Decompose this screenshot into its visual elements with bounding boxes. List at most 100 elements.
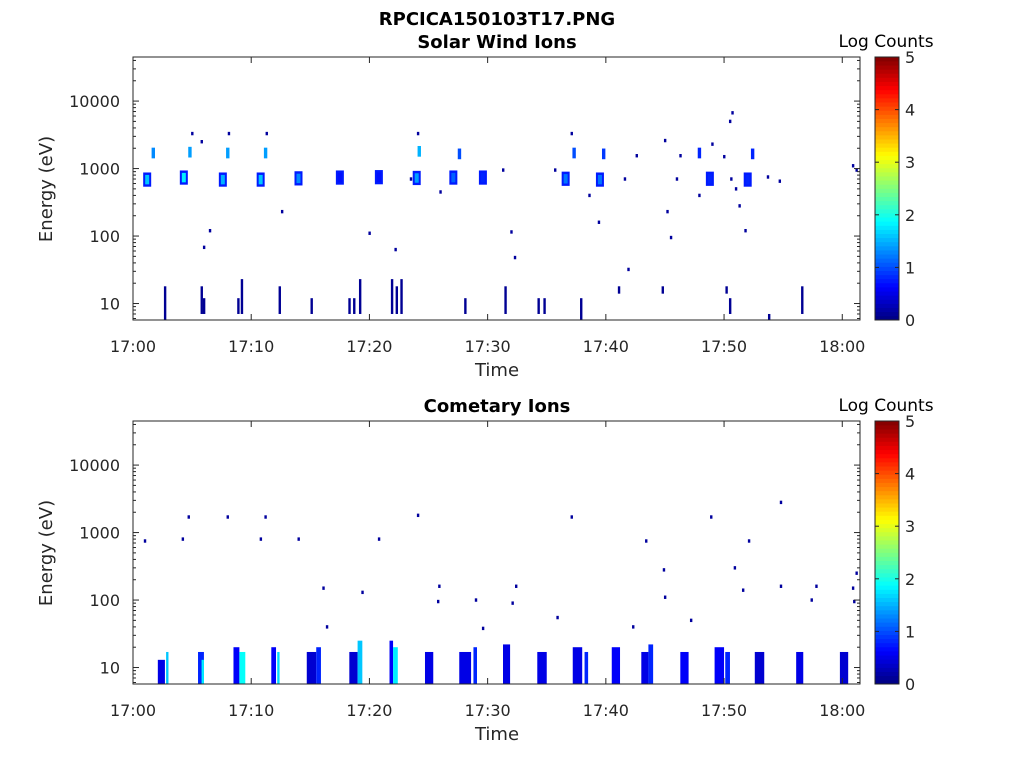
colorbar-segment xyxy=(875,593,899,599)
data-cell xyxy=(208,228,212,233)
data-cell xyxy=(738,204,741,208)
data-cell xyxy=(417,145,421,157)
colorbar-tick-label: 1 xyxy=(905,622,915,641)
colorbar-segment xyxy=(875,77,899,82)
colorbar-segment xyxy=(875,196,899,202)
data-cell xyxy=(663,138,667,143)
colorbar-segment xyxy=(875,81,899,87)
data-block xyxy=(680,651,689,684)
y-tick-label: 100 xyxy=(89,591,120,610)
data-streak xyxy=(390,279,394,314)
data-cell xyxy=(414,173,419,183)
data-block xyxy=(239,651,246,684)
colorbar-segment xyxy=(875,56,899,62)
colorbar-tick-label: 0 xyxy=(905,675,915,694)
colorbar-segment xyxy=(875,453,899,459)
data-streak xyxy=(767,313,771,320)
colorbar-frame xyxy=(874,56,900,321)
colorbar-segment xyxy=(875,659,899,664)
colorbar-segment xyxy=(875,663,899,668)
colorbar-segment xyxy=(875,85,899,91)
data-streak xyxy=(400,279,403,314)
x-tick-label: 17:40 xyxy=(583,701,629,720)
data-cell xyxy=(143,539,147,543)
data-cell xyxy=(510,230,513,234)
data-cell xyxy=(707,174,712,184)
data-cell xyxy=(675,177,679,181)
colorbar-segment xyxy=(875,572,899,578)
data-cell xyxy=(597,174,602,185)
data-cell xyxy=(258,174,263,185)
data-block xyxy=(198,651,204,684)
colorbar-segment xyxy=(875,511,899,516)
data-streak xyxy=(801,286,804,314)
colorbar-segment xyxy=(875,564,899,570)
colorbar-segment xyxy=(875,449,899,455)
data-block xyxy=(157,659,165,684)
data-cell xyxy=(645,539,648,543)
colorbar-segment xyxy=(875,490,899,496)
colorbar-segment xyxy=(875,646,899,652)
solar-wind-y-ticks: 10 100 1000 10000 xyxy=(69,59,860,319)
data-cell xyxy=(187,515,190,519)
solar-wind-colorbar: 0 1 2 3 4 5 xyxy=(874,48,915,330)
data-block xyxy=(349,651,358,684)
data-block xyxy=(537,651,547,684)
data-cell xyxy=(745,174,750,185)
colorbar-segment xyxy=(875,216,899,222)
colorbar-segment xyxy=(875,64,899,70)
data-cell xyxy=(280,209,284,214)
colorbar-segment xyxy=(875,498,899,504)
data-block xyxy=(584,651,589,684)
colorbar-segment xyxy=(875,597,899,603)
data-cell xyxy=(191,131,194,136)
figure-title: RPCICA150103T17.PNG xyxy=(379,9,615,30)
data-cell xyxy=(666,209,669,214)
colorbar-segment xyxy=(875,638,899,644)
colorbar-segment xyxy=(875,282,899,288)
data-cell xyxy=(181,172,186,183)
data-cell xyxy=(438,584,441,588)
y-tick-label: 10000 xyxy=(69,456,120,475)
y-tick-label: 1000 xyxy=(79,160,120,179)
data-cell xyxy=(779,500,783,505)
data-block xyxy=(424,651,434,684)
x-tick-label: 17:00 xyxy=(110,337,156,356)
data-cell xyxy=(416,513,420,518)
data-cell xyxy=(325,625,329,629)
data-cell xyxy=(511,601,514,605)
plot-background xyxy=(133,421,860,684)
y-tick-label: 100 xyxy=(89,227,120,246)
data-cell xyxy=(815,584,818,588)
x-tick-label: 17:30 xyxy=(465,337,511,356)
colorbar-segment xyxy=(875,290,899,296)
colorbar-segment xyxy=(875,101,899,107)
data-cell xyxy=(377,537,381,541)
colorbar-segment xyxy=(875,457,899,463)
data-streak xyxy=(725,286,728,294)
colorbar-segment xyxy=(875,589,899,594)
data-cell xyxy=(439,190,442,194)
colorbar-segment xyxy=(875,221,899,226)
data-cell xyxy=(627,267,630,272)
data-streak xyxy=(348,298,351,314)
data-cell xyxy=(723,154,726,159)
colorbar-segment xyxy=(875,114,899,119)
data-cell xyxy=(263,147,268,159)
colorbar-segment xyxy=(875,461,899,467)
colorbar-segment xyxy=(875,184,899,189)
solar-wind-title: Solar Wind Ions xyxy=(417,32,576,53)
data-cell xyxy=(151,147,155,159)
data-cell xyxy=(689,618,693,623)
data-cell xyxy=(779,584,783,588)
colorbar-segment xyxy=(875,73,899,78)
colorbar-segment xyxy=(875,642,899,648)
data-block xyxy=(277,651,280,684)
colorbar-segment xyxy=(875,204,899,210)
data-cell xyxy=(394,247,397,252)
colorbar-segment xyxy=(875,278,899,284)
colorbar-segment xyxy=(875,138,899,144)
data-cell xyxy=(502,168,505,172)
colorbar-segment xyxy=(875,89,899,95)
